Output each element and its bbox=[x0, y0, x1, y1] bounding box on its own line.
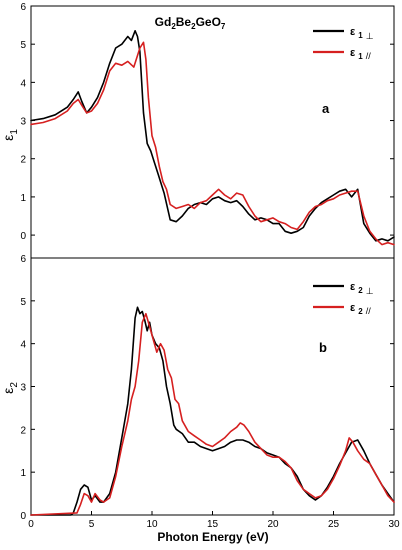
x-tick-label: 10 bbox=[146, 519, 158, 530]
legend-entry: ε 2 ⊥ bbox=[313, 281, 374, 296]
y-tick-label: 4 bbox=[20, 340, 26, 351]
legend-subscript: 2 bbox=[358, 286, 363, 295]
legend-suffix: ⊥ bbox=[366, 31, 374, 41]
legend-base: ε bbox=[350, 281, 356, 293]
x-tick-label: 15 bbox=[207, 519, 219, 530]
y-tick-label: 5 bbox=[20, 297, 26, 308]
legend-label: ε 1// bbox=[350, 47, 371, 61]
legend-base: ε bbox=[350, 47, 356, 59]
legend-entry: ε 1// bbox=[313, 47, 371, 61]
panel-a-label: a bbox=[322, 101, 330, 116]
panel-a-title: Gd2Be2GeO7 bbox=[155, 15, 226, 31]
legend-subscript: 2 bbox=[358, 307, 363, 316]
panel-b-legend: ε 2 ⊥ ε 2// bbox=[313, 281, 374, 316]
legend-entry: ε 2// bbox=[313, 302, 371, 316]
y-tick-label: 3 bbox=[20, 383, 26, 394]
legend-base: ε bbox=[350, 302, 356, 314]
title-part: Be bbox=[176, 15, 192, 29]
legend-suffix: // bbox=[366, 51, 372, 61]
series-line-parallel bbox=[30, 312, 395, 516]
y-tick-label: 6 bbox=[20, 254, 26, 265]
legend-label: ε 1 ⊥ bbox=[350, 26, 374, 41]
y-tick-label: 1 bbox=[20, 193, 26, 204]
y-label-base: ε bbox=[0, 388, 16, 394]
x-tick-label: 25 bbox=[328, 519, 340, 530]
title-subscript: 2 bbox=[191, 22, 196, 31]
x-tick-label: 0 bbox=[28, 519, 34, 530]
legend-label: ε 2 ⊥ bbox=[350, 281, 374, 296]
panel-b-y-label: ε2 bbox=[0, 382, 20, 394]
y-tick-label: 0 bbox=[20, 511, 26, 522]
legend-label: ε 2// bbox=[350, 302, 371, 316]
panel-b-x-axis: 0 5 10 15 20 25 30 bbox=[28, 511, 400, 530]
series-line-perpendicular bbox=[30, 29, 395, 242]
legend-entry: ε 1 ⊥ bbox=[313, 26, 374, 41]
panel-a-y-label: ε1 bbox=[0, 129, 20, 141]
legend-subscript: 1 bbox=[358, 52, 363, 61]
panel-a-frame bbox=[30, 5, 395, 259]
y-tick-label: 6 bbox=[20, 2, 26, 13]
title-part: GeO bbox=[196, 15, 221, 29]
x-tick-label: 20 bbox=[267, 519, 279, 530]
y-label-base: ε bbox=[0, 135, 16, 141]
panel-b-label: b bbox=[319, 340, 327, 355]
x-axis-label: Photon Energy (eV) bbox=[157, 530, 268, 544]
y-tick-label: 3 bbox=[20, 117, 26, 128]
y-tick-label: 5 bbox=[20, 40, 26, 51]
series-line-perpendicular bbox=[30, 306, 395, 516]
panel-b-curves bbox=[30, 306, 395, 516]
title-subscript: 7 bbox=[221, 22, 226, 31]
title-part: Gd bbox=[155, 15, 172, 29]
x-tick-label: 5 bbox=[89, 519, 95, 530]
legend-subscript: 1 bbox=[358, 31, 363, 40]
panel-a-y-axis: 0 1 2 3 4 5 6 bbox=[20, 2, 394, 242]
y-tick-label: 1 bbox=[20, 468, 26, 479]
x-tick-label: 30 bbox=[388, 519, 400, 530]
y-tick-label: 4 bbox=[20, 78, 26, 89]
y-tick-label: 2 bbox=[20, 155, 26, 166]
panel-a-curves bbox=[30, 29, 395, 246]
y-tick-label: 0 bbox=[20, 231, 26, 242]
y-label-subscript: 1 bbox=[9, 129, 20, 135]
legend-suffix: ⊥ bbox=[366, 286, 374, 296]
y-tick-label: 2 bbox=[20, 425, 26, 436]
legend-base: ε bbox=[350, 26, 356, 38]
panel-a-legend: ε 1 ⊥ ε 1// bbox=[313, 26, 374, 61]
panel-b-y-axis: 0 1 2 3 4 5 6 bbox=[20, 254, 394, 522]
series-line-parallel bbox=[30, 41, 395, 246]
title-subscript: 2 bbox=[171, 22, 176, 31]
y-label-subscript: 2 bbox=[9, 382, 20, 388]
panel-b-frame bbox=[30, 257, 395, 516]
legend-suffix: // bbox=[366, 306, 372, 316]
